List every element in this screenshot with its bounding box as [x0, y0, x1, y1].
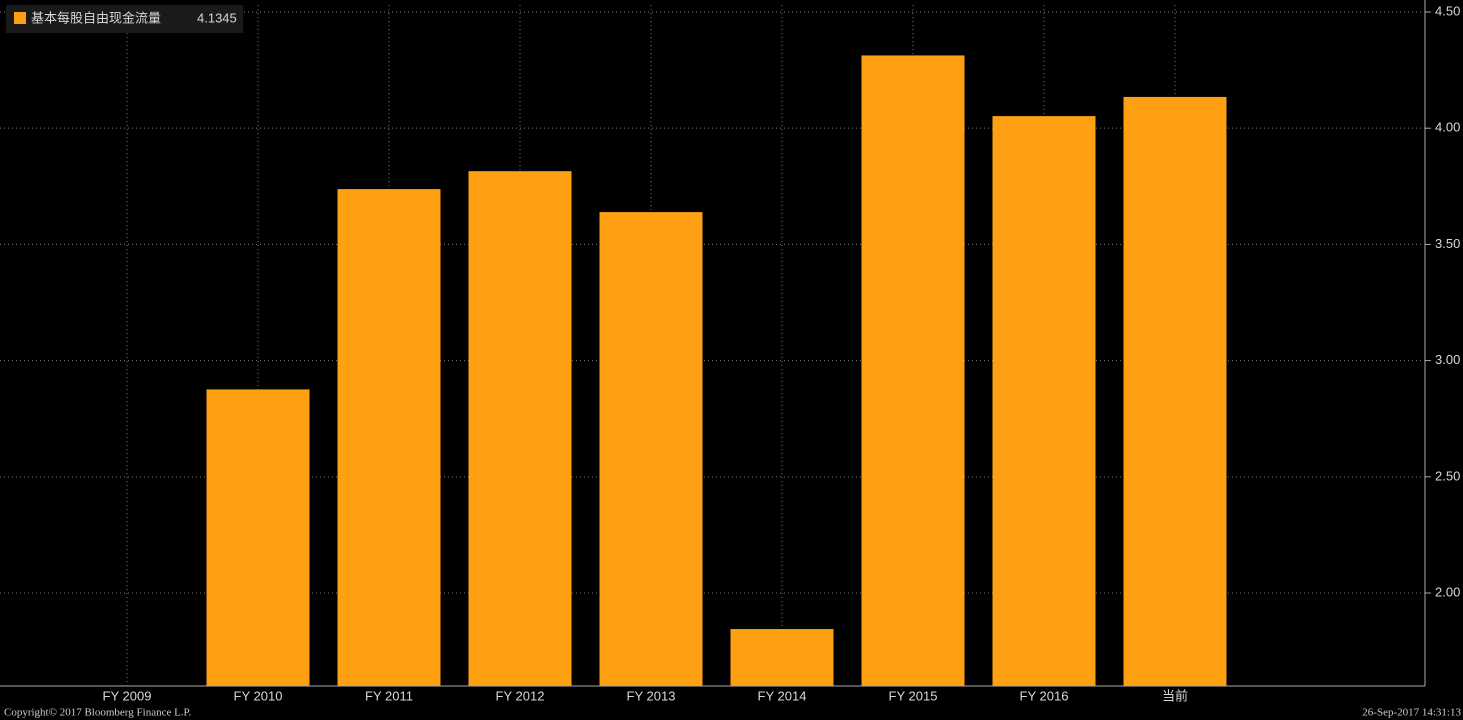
legend-box — [6, 5, 243, 33]
bar — [599, 212, 703, 686]
x-tick-label: FY 2009 — [103, 688, 152, 703]
x-tick-label: FY 2012 — [496, 688, 545, 703]
x-tick-label: FY 2013 — [627, 688, 676, 703]
x-tick-label: FY 2015 — [889, 688, 938, 703]
bar — [1123, 96, 1227, 686]
x-tick-label: FY 2010 — [234, 688, 283, 703]
legend-label: 基本每股自由现金流量 — [31, 10, 161, 25]
y-tick-label: 4.50 — [1435, 3, 1460, 18]
x-tick-label: FY 2011 — [365, 688, 413, 703]
timestamp: 26-Sep-2017 14:31:13 — [1362, 707, 1461, 719]
y-tick-label: 2.00 — [1435, 584, 1460, 599]
legend-value: 4.1345 — [197, 10, 237, 25]
y-tick-label: 4.00 — [1435, 120, 1460, 135]
copyright: Copyright© 2017 Bloomberg Finance L.P. — [4, 707, 191, 719]
bar — [730, 629, 834, 686]
bar — [992, 116, 1096, 687]
x-tick-label: FY 2014 — [758, 688, 807, 703]
legend-swatch — [14, 12, 26, 24]
bar — [468, 171, 572, 686]
y-tick-label: 3.00 — [1435, 352, 1460, 367]
bar — [861, 55, 965, 686]
y-tick-label: 3.50 — [1435, 236, 1460, 251]
bar — [206, 389, 310, 686]
x-tick-label: 当前 — [1162, 688, 1188, 703]
bar — [337, 189, 441, 687]
y-tick-label: 2.50 — [1435, 468, 1460, 483]
x-tick-label: FY 2016 — [1020, 688, 1069, 703]
